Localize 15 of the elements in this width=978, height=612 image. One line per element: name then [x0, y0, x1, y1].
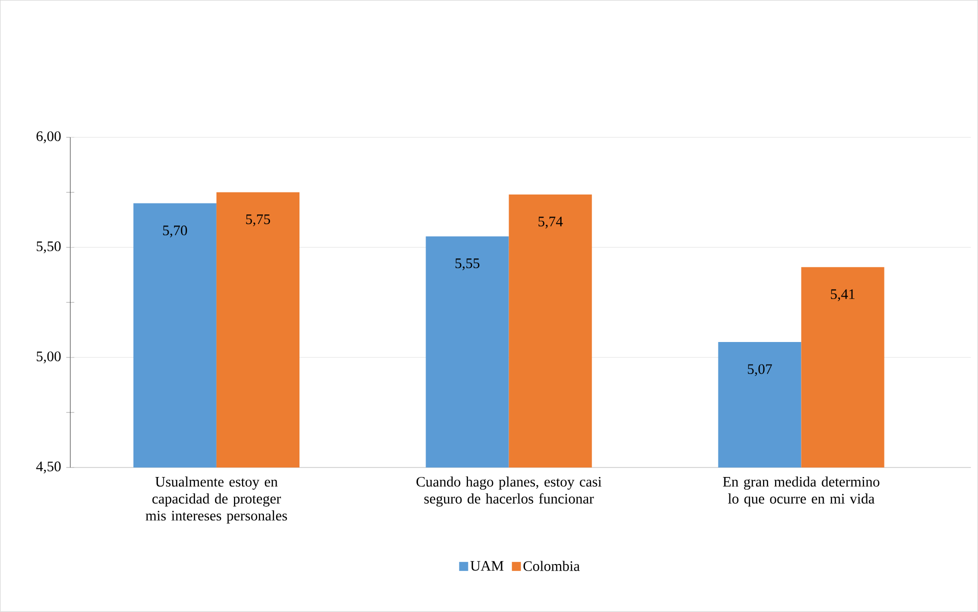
data-label: 5,55 [456, 258, 480, 270]
y-tick-label: 4,50 [36, 462, 61, 474]
legend-label: Colombia [523, 560, 580, 572]
data-label: 5,07 [748, 364, 772, 376]
data-label: 5,41 [830, 289, 855, 302]
data-label: 5,74 [538, 216, 563, 229]
x-tick-label: Usualmente estoy en capacidad de proteger mis intereses personales [146, 476, 287, 524]
y-tick-label: 6,00 [36, 131, 61, 144]
x-tick-label: En gran medida determino lo que ocurre en mi vida [722, 476, 880, 507]
data-label: 5,70 [163, 226, 188, 238]
data-label: 5,75 [246, 214, 270, 226]
y-tick-label: 5,00 [36, 352, 61, 364]
legend-label: UAM [470, 561, 504, 571]
x-tick-label: Cuando hago planes, estoy casi seguro de hacerlos funcionar [416, 476, 602, 507]
y-tick-label: 5,50 [36, 242, 61, 254]
